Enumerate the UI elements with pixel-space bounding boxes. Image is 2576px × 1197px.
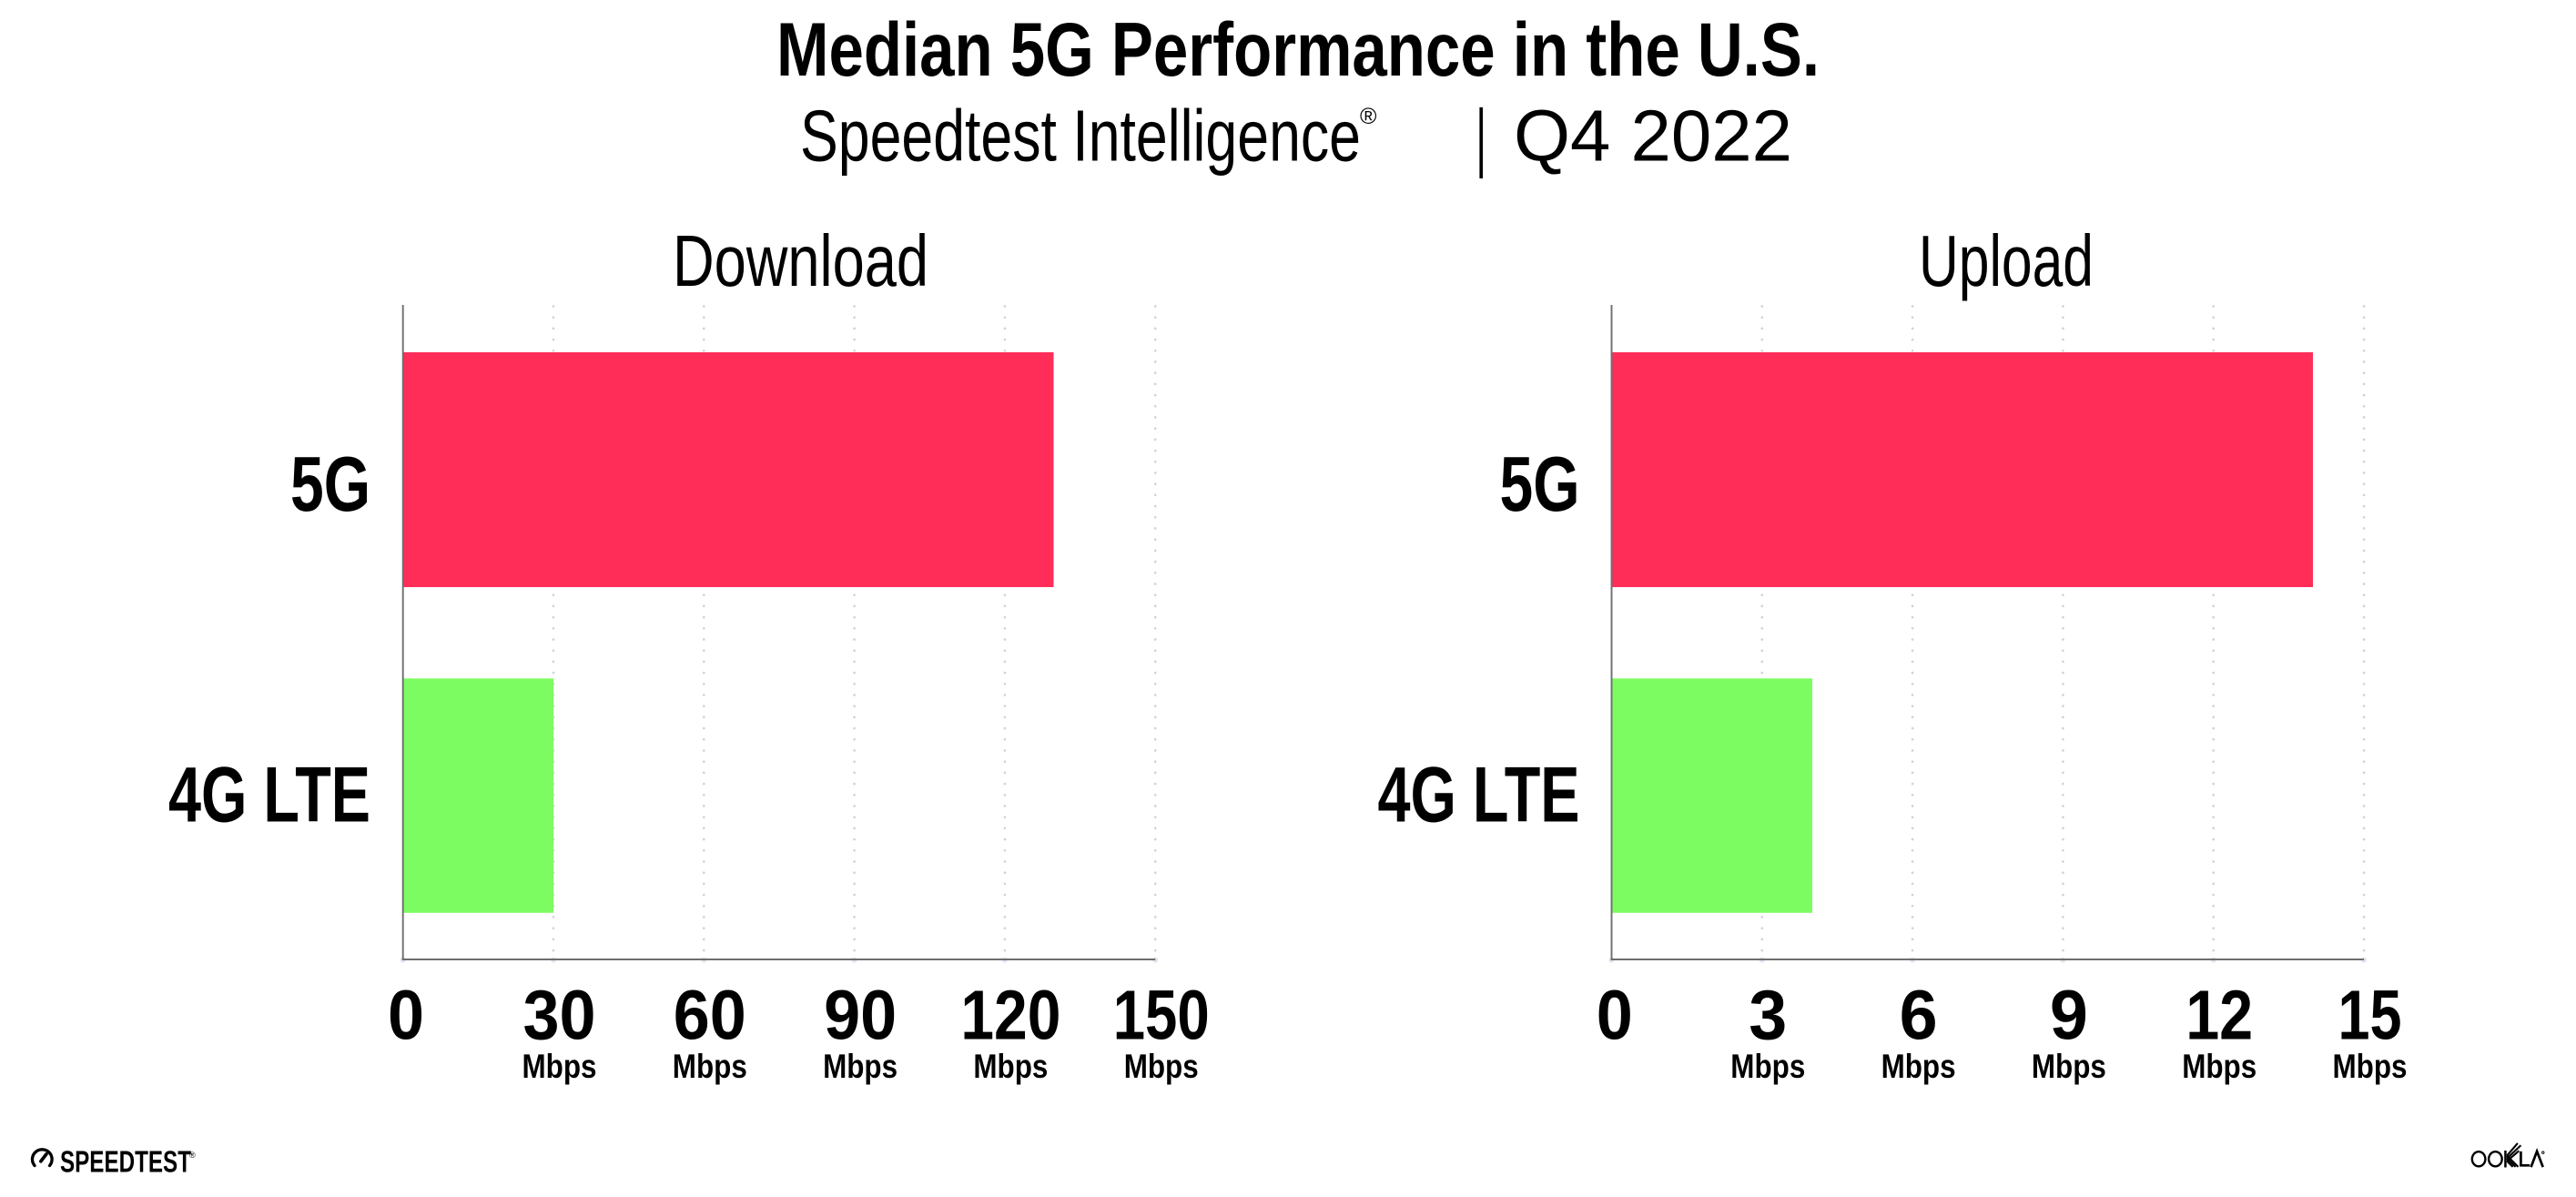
svg-text:0: 0 bbox=[388, 977, 424, 1055]
svg-text:Mbps: Mbps bbox=[823, 1048, 898, 1085]
svg-text:Mbps: Mbps bbox=[673, 1048, 747, 1085]
svg-text:120: 120 bbox=[960, 977, 1060, 1055]
svg-text:15: 15 bbox=[2338, 977, 2402, 1055]
svg-text:Mbps: Mbps bbox=[973, 1048, 1048, 1085]
svg-text:150: 150 bbox=[1113, 977, 1210, 1055]
svg-text:SPEEDTEST: SPEEDTEST bbox=[60, 1145, 191, 1179]
svg-text:12: 12 bbox=[2186, 977, 2253, 1055]
svg-text:Median 5G Performance in the U: Median 5G Performance in the U.S. bbox=[776, 7, 1820, 92]
svg-text:4G LTE: 4G LTE bbox=[168, 752, 370, 839]
svg-text:®: ® bbox=[189, 1151, 196, 1160]
svg-text:3: 3 bbox=[1749, 977, 1787, 1055]
svg-text:Speedtest Intelligence: Speedtest Intelligence bbox=[800, 95, 1361, 177]
svg-text:0: 0 bbox=[1597, 977, 1633, 1055]
svg-text:Mbps: Mbps bbox=[1881, 1048, 1956, 1085]
svg-text:Mbps: Mbps bbox=[2182, 1048, 2257, 1085]
svg-text:90: 90 bbox=[824, 977, 897, 1055]
svg-text:9: 9 bbox=[2050, 977, 2088, 1055]
svg-text:5G: 5G bbox=[1500, 441, 1580, 528]
svg-text:Mbps: Mbps bbox=[1730, 1048, 1805, 1085]
svg-text:6: 6 bbox=[1900, 977, 1938, 1055]
svg-text:Mbps: Mbps bbox=[2333, 1048, 2408, 1085]
svg-text:4G LTE: 4G LTE bbox=[1378, 752, 1580, 839]
svg-text:Mbps: Mbps bbox=[522, 1048, 597, 1085]
svg-text:Mbps: Mbps bbox=[1124, 1048, 1199, 1085]
svg-text:®: ® bbox=[1360, 104, 1377, 129]
svg-text:Mbps: Mbps bbox=[2032, 1048, 2106, 1085]
svg-text:30: 30 bbox=[523, 977, 596, 1055]
svg-text:60: 60 bbox=[674, 977, 746, 1055]
svg-text:Upload: Upload bbox=[1919, 220, 2094, 301]
svg-text:Download: Download bbox=[673, 220, 928, 301]
svg-text:Q4 2022: Q4 2022 bbox=[1514, 95, 1792, 177]
svg-text:5G: 5G bbox=[290, 441, 370, 528]
